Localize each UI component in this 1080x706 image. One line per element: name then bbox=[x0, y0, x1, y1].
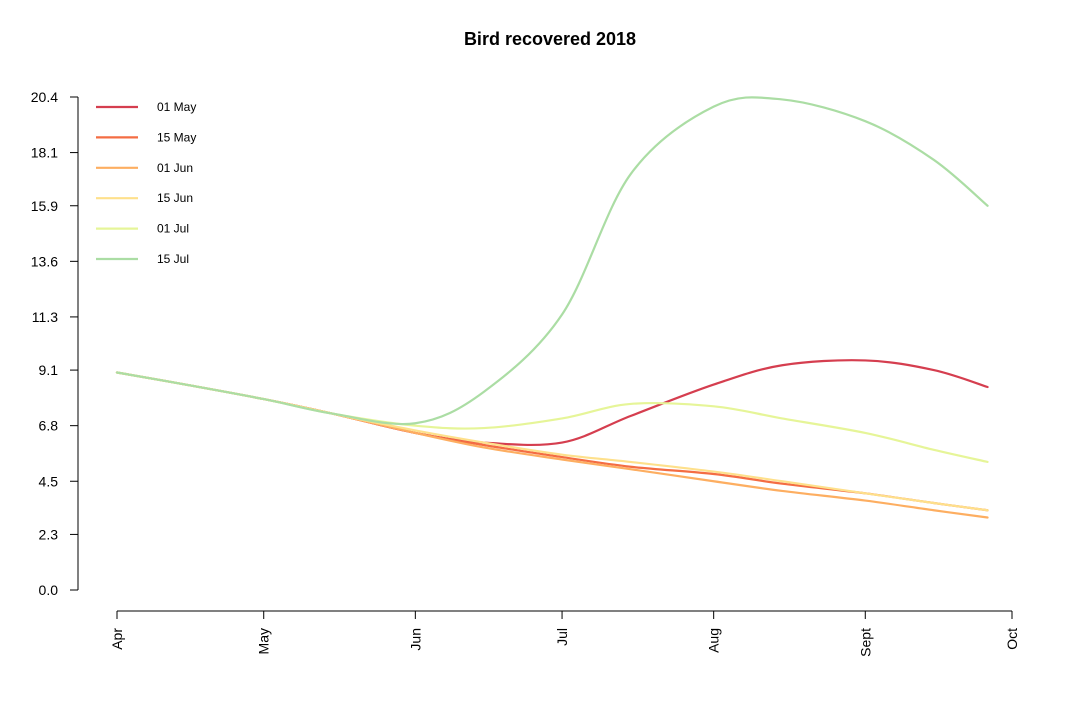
x-tick-label: Jun bbox=[407, 628, 423, 651]
y-tick-label: 0.0 bbox=[39, 582, 59, 598]
x-tick-label: Aug bbox=[706, 628, 722, 653]
y-tick-label: 13.6 bbox=[31, 253, 58, 269]
x-tick-label: Oct bbox=[1004, 628, 1020, 650]
legend-label: 01 Jul bbox=[157, 222, 189, 236]
chart-title: Bird recovered 2018 bbox=[464, 29, 636, 49]
legend: 01 May 15 May 01 Jun 15 Jun 01 Jul 15 Jul bbox=[96, 100, 196, 266]
y-tick-label: 9.1 bbox=[39, 362, 59, 378]
legend-label: 01 May bbox=[157, 100, 196, 114]
x-tick-label: Jul bbox=[554, 628, 570, 646]
series-line-1 bbox=[115, 371, 989, 512]
series-line-4 bbox=[115, 371, 989, 464]
y-tick-label: 4.5 bbox=[39, 473, 59, 489]
y-ticks: 0.0 2.3 4.5 6.8 9.1 11.3 13.6 15.9 18.1 20.4 bbox=[31, 89, 78, 598]
x-tick-label: Sept bbox=[857, 628, 873, 657]
series-line-5 bbox=[115, 96, 989, 426]
y-tick-label: 6.8 bbox=[39, 418, 59, 434]
y-tick-label: 2.3 bbox=[39, 526, 59, 542]
x-tick-label: May bbox=[256, 628, 272, 654]
y-tick-label: 11.3 bbox=[32, 309, 58, 325]
legend-label: 15 Jul bbox=[157, 252, 189, 266]
x-ticks: Apr May Jun Jul Aug Sept Oct bbox=[109, 611, 1020, 657]
legend-label: 15 May bbox=[157, 130, 196, 144]
x-tick-label: Apr bbox=[109, 628, 125, 650]
y-tick-label: 18.1 bbox=[31, 145, 58, 161]
series-line-3 bbox=[115, 371, 989, 512]
y-tick-label: 15.9 bbox=[31, 198, 58, 214]
legend-label: 01 Jun bbox=[157, 161, 193, 175]
series-lines bbox=[115, 96, 989, 519]
legend-label: 15 Jun bbox=[157, 191, 193, 205]
y-tick-label: 20.4 bbox=[31, 89, 58, 105]
